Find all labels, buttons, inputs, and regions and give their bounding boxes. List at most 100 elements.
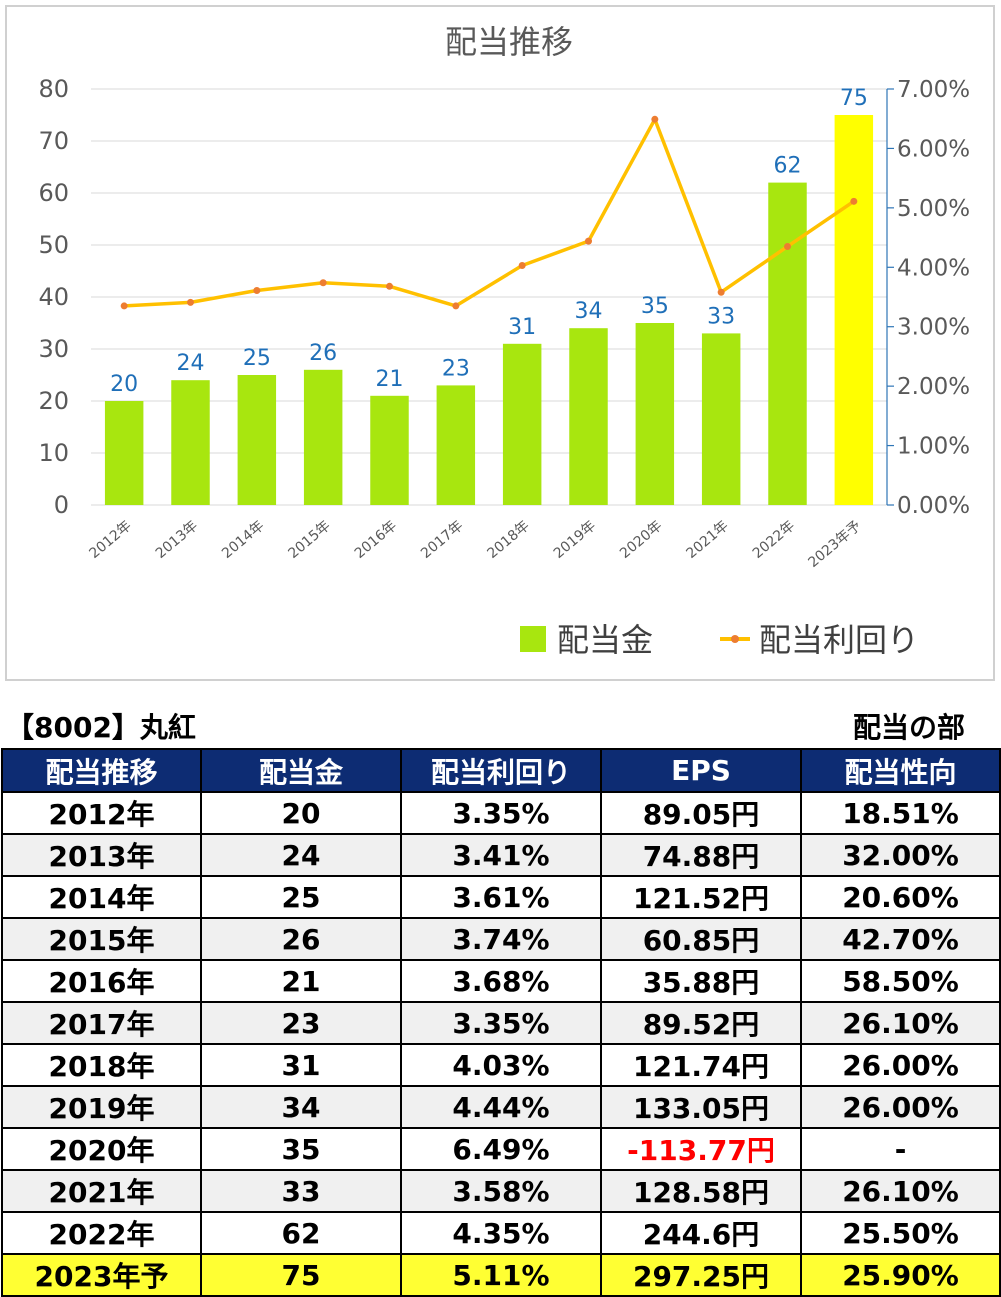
bar-data-label: 24 [177,351,205,376]
header-eps: EPS [600,748,802,793]
cell-year: 2021年 [1,1169,202,1213]
table-row: 2015年 26 3.74% 60.85円 42.70% [1,917,1001,961]
table-caption-row: 【8002】丸紅 配当の部 [0,706,1001,746]
legend-label-bar: 配当金 [557,621,653,659]
table-row: 2019年 34 4.44% 133.05円 26.00% [1,1085,1001,1129]
bar-data-label: 33 [707,304,735,329]
bar-data-label: 26 [309,341,337,366]
bar [237,375,277,505]
yield-marker [784,242,791,250]
table-row: 2013年 24 3.41% 74.88円 32.00% [1,833,1001,877]
table-row: 2014年 25 3.61% 121.52円 20.60% [1,875,1001,919]
cell-payout: 25.50% [800,1211,1001,1255]
bar-data-label: 21 [376,367,404,392]
x-category-label: 2019年 [551,518,599,562]
yield-marker [319,279,327,287]
y-tick-label: 20 [38,387,69,415]
bar [502,343,542,505]
cell-yield: 3.35% [400,791,602,835]
yield-marker [386,282,393,290]
bar-data-label: 62 [774,154,802,179]
cell-yield: 3.35% [400,1001,602,1045]
cell-payout: 58.50% [800,959,1001,1003]
bar-data-label: 20 [110,372,138,397]
y2-tick-label: 1.00% [897,434,970,460]
y-tick-label: 10 [38,439,69,467]
cell-payout: 26.10% [800,1169,1001,1213]
yield-marker [717,288,725,296]
bar-data-label: 25 [243,346,271,371]
cell-payout: 26.00% [800,1043,1001,1087]
cell-year: 2014年 [1,875,202,919]
cell-dividend: 31 [200,1043,402,1087]
legend-label-line: 配当利回り [759,621,919,659]
y2-tick-label: 7.00% [897,77,970,103]
cell-eps: 60.85円 [600,917,802,961]
y2-tick-label: 0.00% [897,493,970,519]
cell-eps: 35.88円 [600,959,802,1003]
table-header-row: 配当推移 配当金 配当利回り EPS 配当性向 [1,748,1001,793]
table-row: 2023年予 75 5.11% 297.25円 25.90% [1,1253,1001,1297]
bar [171,380,210,505]
cell-yield: 4.35% [400,1211,602,1255]
cell-yield: 3.41% [400,833,602,877]
y-tick-label: 0 [54,491,69,519]
table-row: 2012年 20 3.35% 89.05円 18.51% [1,791,1001,835]
cell-eps: 128.58円 [600,1169,802,1213]
header-payout: 配当性向 [800,748,1001,793]
table-row: 2018年 31 4.03% 121.74円 26.00% [1,1043,1001,1087]
cell-dividend: 23 [200,1001,402,1045]
chart-panel: 配当推移 0 10 20 30 40 50 60 70 80 0.00% 1.00% 2.00% 3.… [5,5,995,681]
cell-dividend: 21 [200,959,402,1003]
bar [569,328,608,505]
cell-year: 2019年 [1,1085,202,1129]
cell-eps: 244.6円 [600,1211,802,1255]
bar-data-label: 34 [575,299,603,324]
cell-dividend: 20 [200,791,402,835]
y-axis-right: 0.00% 1.00% 2.00% 3.00% 4.00% 5.00% 6.00% 7.00% [886,77,970,519]
bar-data-label: 31 [508,315,536,340]
y2-tick-label: 3.00% [897,315,970,341]
cell-eps: 89.05円 [600,791,802,835]
table-row: 2016年 21 3.68% 35.88円 58.50% [1,959,1001,1003]
y-tick-label: 40 [38,283,69,311]
x-category-label: 2014年 [219,518,267,562]
cell-dividend: 62 [200,1211,402,1255]
cell-payout: 42.70% [800,917,1001,961]
yield-marker [518,262,526,270]
cell-dividend: 75 [200,1253,402,1297]
cell-year: 2017年 [1,1001,202,1045]
cell-year: 2022年 [1,1211,202,1255]
cell-year: 2012年 [1,791,202,835]
cell-payout: 26.10% [800,1001,1001,1045]
bar [635,323,675,505]
chart-title: 配当推移 [445,23,573,61]
bar-data-label: 35 [641,294,669,319]
cell-year: 2016年 [1,959,202,1003]
cell-eps: 89.52円 [600,1001,802,1045]
x-category-label: 2021年 [683,518,731,562]
bar [436,385,476,505]
line-series [120,115,858,310]
y2-tick-label: 6.00% [897,136,970,162]
x-category-label: 2020年 [617,518,665,562]
gridlines [91,88,887,506]
yield-marker [651,115,659,123]
cell-yield: 4.44% [400,1085,602,1129]
cell-payout: 20.60% [800,875,1001,919]
table-section-label: 配当の部 [852,711,965,744]
cell-payout: 18.51% [800,791,1001,835]
x-category-label: 2015年 [285,518,333,562]
yield-marker [187,298,194,306]
table-row: 2021年 33 3.58% 128.58円 26.10% [1,1169,1001,1213]
y-tick-label: 80 [38,75,69,103]
y2-tick-label: 4.00% [897,255,970,281]
bar [701,333,741,505]
dividend-chart: 配当推移 0 10 20 30 40 50 60 70 80 0.00% 1.00% 2.00% 3.… [38,23,970,659]
cell-year: 2023年予 [1,1253,202,1297]
x-category-label: 2016年 [352,518,400,562]
table-title: 【8002】丸紅 [6,711,196,744]
cell-yield: 5.11% [400,1253,602,1297]
bar [768,182,807,505]
cell-year: 2018年 [1,1043,202,1087]
